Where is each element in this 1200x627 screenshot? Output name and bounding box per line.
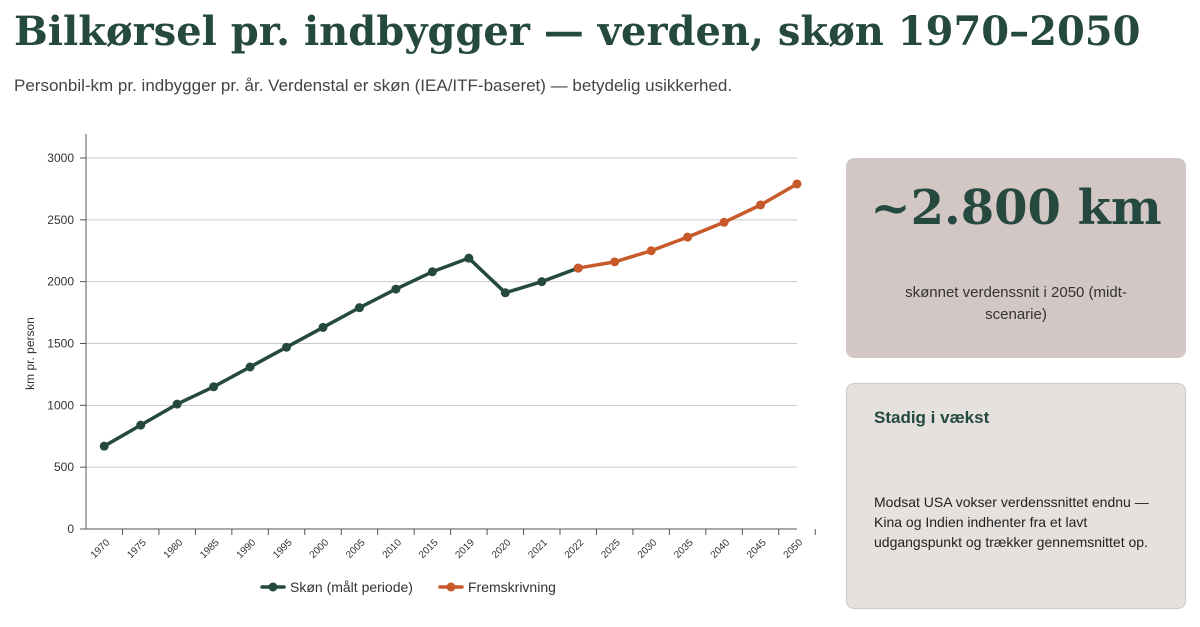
x-tick-label: 2010: [381, 537, 405, 561]
x-tick-label: 2022: [563, 537, 587, 561]
data-point: [683, 232, 693, 242]
chart-series: [99, 179, 802, 451]
x-tick-label: 2020: [490, 537, 514, 561]
chart-axes: 0 500 1000 1500 2000 2500 3000 1970 1975 1980 1985…: [47, 134, 816, 561]
legend-swatch-dot: [268, 582, 278, 592]
y-axis-label: km pr. person: [23, 317, 37, 390]
y-tick-label: 1500: [47, 337, 74, 351]
note-title: Stadig i vækst: [874, 408, 990, 427]
y-tick-label: 2500: [47, 213, 74, 227]
data-point: [537, 277, 547, 287]
data-point: [172, 399, 182, 409]
data-point: [209, 382, 219, 392]
x-tick-label: 2005: [344, 537, 368, 561]
data-point: [646, 246, 656, 256]
chart-grid: [86, 157, 797, 468]
data-point: [719, 217, 729, 227]
data-point: [756, 200, 766, 210]
series-line-1: [102, 256, 580, 448]
x-tick-label: 2030: [636, 537, 660, 561]
note-card: Stadig i vækst Modsat USA vokser verdens…: [846, 383, 1186, 609]
highlight-value: ~2.800 km: [870, 180, 1162, 236]
data-point: [464, 253, 474, 263]
x-tick-label: 2050: [782, 537, 806, 561]
highlight-card: ~2.800 km skønnet verdenssnit i 2050 (mi…: [846, 158, 1186, 358]
legend-label: Skøn (målt periode): [290, 579, 413, 595]
legend-label: Fremskrivning: [468, 579, 556, 595]
data-point: [245, 362, 255, 372]
x-tick-label: 2000: [308, 537, 332, 561]
data-point: [792, 179, 802, 189]
x-tick-label: 1970: [89, 537, 113, 561]
data-point: [573, 263, 583, 273]
y-tick-label: 1000: [47, 398, 74, 412]
x-tick-label: 2019: [453, 537, 477, 561]
chart-legend: Skøn (målt periode) Fremskrivning: [260, 579, 556, 595]
data-point: [318, 322, 328, 332]
data-point: [354, 303, 364, 313]
data-point: [391, 284, 401, 294]
page-subtitle: Personbil-km pr. indbygger pr. år. Verde…: [14, 76, 733, 95]
data-point: [282, 342, 292, 352]
data-point: [427, 267, 437, 277]
page-title: Bilkørsel pr. indbygger — verden, skøn 1…: [14, 8, 1141, 55]
x-tick-label: 2021: [526, 537, 550, 561]
data-point: [500, 288, 510, 298]
x-tick-label: 1995: [271, 537, 295, 561]
note-body: Modsat USA vokser verdenssnittet endnu —…: [874, 494, 1149, 550]
data-point: [610, 257, 620, 267]
x-tick-label: 2025: [599, 537, 623, 561]
y-tick-label: 0: [67, 522, 74, 536]
x-tick-label: 2035: [672, 537, 696, 561]
y-tick-label: 3000: [47, 151, 74, 165]
x-tick-label: 1975: [125, 537, 149, 561]
y-tick-label: 500: [54, 460, 74, 474]
x-tick-label: 1990: [235, 537, 259, 561]
highlight-caption: skønnet verdenssnit i 2050 (midt-scenari…: [905, 284, 1127, 323]
x-tick-label: 1980: [162, 537, 186, 561]
x-tick-label: 1985: [198, 537, 222, 561]
y-tick-label: 2000: [47, 275, 74, 289]
data-point: [136, 420, 146, 430]
data-point: [99, 441, 109, 451]
x-tick-label: 2045: [745, 537, 769, 561]
x-tick-label: 2040: [709, 537, 733, 561]
legend-swatch-dot: [446, 582, 456, 592]
x-tick-label: 2015: [417, 537, 441, 561]
series-line-2: [576, 182, 799, 270]
line-chart: 0 500 1000 1500 2000 2500 3000 1970 1975 1980 1985…: [23, 134, 816, 595]
